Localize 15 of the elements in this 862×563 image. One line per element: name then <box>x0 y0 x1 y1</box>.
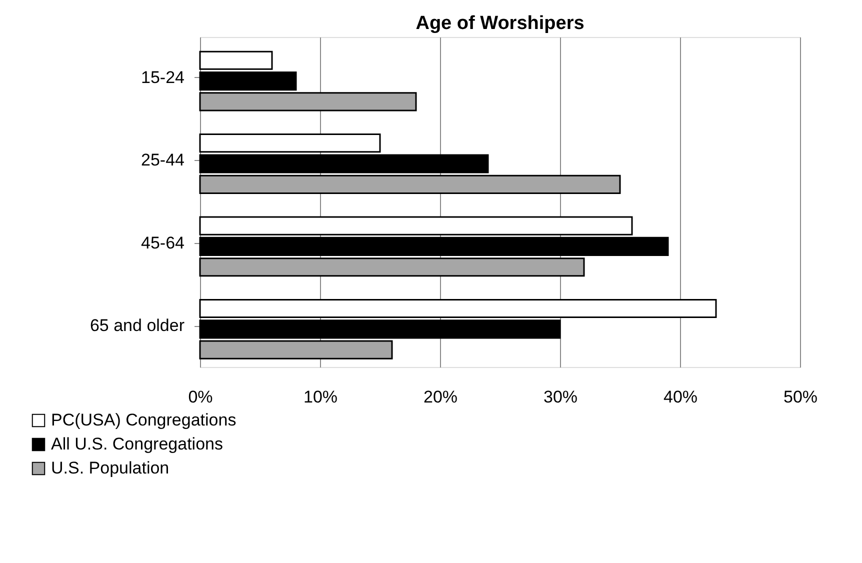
chart-title: Age of Worshipers <box>416 13 584 34</box>
x-tick-label: 0% <box>188 388 213 406</box>
x-tick-label: 20% <box>423 388 458 406</box>
x-tick-label: 40% <box>663 388 698 406</box>
y-tick-label: 45-64 <box>141 233 184 252</box>
bar <box>199 340 393 360</box>
legend-label: All U.S. Congregations <box>51 434 223 454</box>
x-tick-label: 30% <box>543 388 578 406</box>
x-tick-label: 50% <box>783 388 818 406</box>
legend-label: U.S. Population <box>51 458 170 478</box>
y-tick-label: 15-24 <box>141 68 184 87</box>
y-tick-label: 65 and older <box>90 316 185 336</box>
x-tick-label: 10% <box>303 388 338 406</box>
y-tick-label: 25-44 <box>141 150 184 170</box>
legend-label: PC(USA) Congregations <box>51 410 236 430</box>
